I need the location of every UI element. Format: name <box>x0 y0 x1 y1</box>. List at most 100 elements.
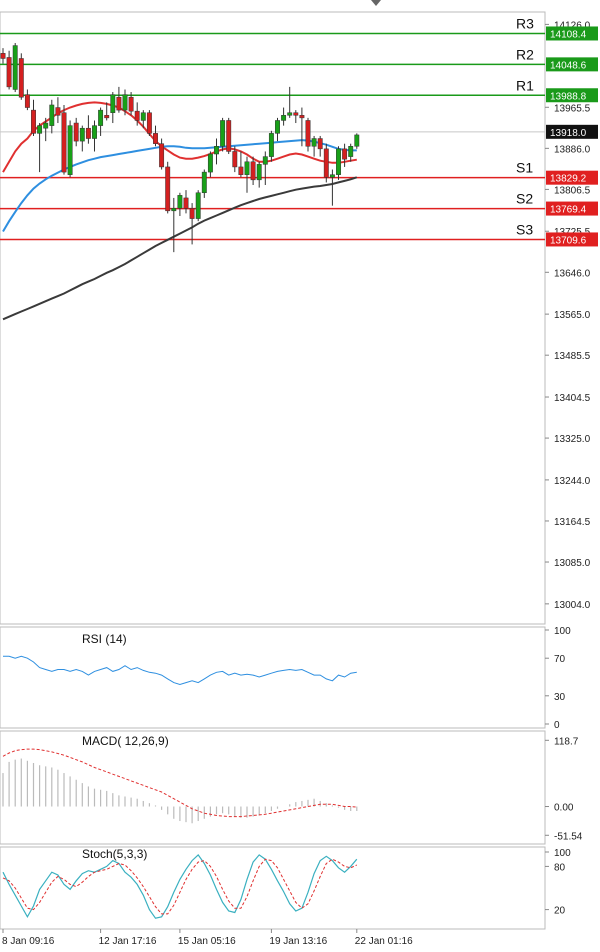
candle-body <box>37 125 43 134</box>
level-box-s1 <box>546 170 598 185</box>
level-name-s1: S1 <box>516 160 533 176</box>
candle-body <box>98 109 104 126</box>
candle-body <box>146 112 152 134</box>
candle-body <box>299 115 305 119</box>
candle-body <box>104 115 110 119</box>
candle-body <box>329 174 335 178</box>
time-tick-label: 8 Jan 09:16 <box>2 936 55 947</box>
price-tick-label: 13004.0 <box>554 600 591 611</box>
price-tick-label: 13965.5 <box>554 103 591 114</box>
price-tick-label: 13244.0 <box>554 476 591 487</box>
candle-body <box>0 53 6 59</box>
level-name-r1: R1 <box>516 77 534 93</box>
rsi-panel: RSI (14) 100 70 30 0 <box>0 626 571 731</box>
candle-body <box>140 112 146 121</box>
candle-body <box>49 104 55 126</box>
candle-body <box>122 94 128 111</box>
candle-body <box>342 148 348 160</box>
level-value-r2: 14048.6 <box>550 60 587 71</box>
macd-signal-line <box>2 748 357 818</box>
price-tick-label: 13806.5 <box>554 185 591 196</box>
candle-body <box>31 109 36 134</box>
candle-body <box>317 138 323 150</box>
candle-body <box>268 133 274 157</box>
stoch-tick-label: 100 <box>554 848 571 859</box>
series-ma-red <box>2 101 357 173</box>
rsi-line <box>3 655 357 686</box>
level-name-r3: R3 <box>516 15 534 31</box>
macd-tick-label: 0.00 <box>554 803 574 814</box>
price-tick-label: 13485.5 <box>554 351 591 362</box>
candle-body <box>171 208 177 212</box>
level-price-boxes: 13918.0 14108.4 14048.6 13988.8 13829.2 13769… <box>546 26 598 247</box>
candle-body <box>226 120 232 152</box>
candle-body <box>256 164 262 181</box>
time-tick-label: 22 Jan 01:16 <box>355 936 413 947</box>
candle-body <box>250 161 256 181</box>
price-tick-label: 13404.5 <box>554 393 591 404</box>
rsi-tick-label: 100 <box>554 626 571 637</box>
level-box-r2 <box>546 57 598 72</box>
candle-body <box>275 120 280 134</box>
candle-body <box>238 166 244 175</box>
level-value-r1: 13988.8 <box>550 91 587 102</box>
candle-body <box>220 120 226 147</box>
price-tick-label: 13164.5 <box>554 517 591 528</box>
main-panel: R3 R2 R1 S1 S2 S3 14126.0 13965.5 13886.0 13806.… <box>0 0 598 625</box>
candlesticks <box>0 42 360 253</box>
candle-body <box>165 166 171 212</box>
candle-body <box>232 151 238 168</box>
macd-tick-label: 118.7 <box>554 736 579 747</box>
macd-histogram <box>2 758 358 824</box>
candle-body <box>159 143 165 168</box>
stoch-tick-label: 20 <box>554 906 566 917</box>
rsi-tick-label: 30 <box>554 692 566 703</box>
candle-body <box>214 146 219 155</box>
candle-body <box>201 171 207 194</box>
time-tick-label: 15 Jan 05:16 <box>178 936 236 947</box>
scroll-marker-icon[interactable] <box>371 0 381 6</box>
candle-body <box>183 197 189 209</box>
candle-body <box>43 122 49 129</box>
macd-panel-frame <box>0 730 546 845</box>
candle-body <box>293 112 299 116</box>
macd-panel: MACD( 12,26,9) 118.7 0.00 -51.54 <box>0 730 583 845</box>
candle-body <box>281 115 287 121</box>
candle-body <box>85 127 91 139</box>
candle-body <box>153 133 158 144</box>
candle-body <box>134 110 140 121</box>
time-tick-label: 19 Jan 13:16 <box>269 936 327 947</box>
candle-body <box>262 156 268 165</box>
candle-body <box>348 146 354 157</box>
candle-body <box>128 96 134 112</box>
candle-body <box>305 120 311 147</box>
macd-tick-label: -51.54 <box>554 831 583 842</box>
level-value-s3: 13709.6 <box>550 235 587 246</box>
candle-body <box>18 58 24 98</box>
price-tick-label: 14126.0 <box>554 20 591 31</box>
current-price-box <box>546 124 598 139</box>
level-box-r1 <box>546 88 598 103</box>
candle-body <box>195 192 201 219</box>
rsi-panel-frame <box>0 626 546 729</box>
stoch-panel-frame <box>0 846 546 930</box>
candle-body <box>287 112 293 116</box>
candle-body <box>311 138 317 147</box>
pivot-levels: R3 R2 R1 S1 S2 S3 <box>0 15 545 241</box>
level-value-s2: 13769.4 <box>550 205 587 216</box>
candle-body <box>79 127 85 142</box>
time-axis: 8 Jan 09:16 12 Jan 17:16 15 Jan 05:16 19 Ja… <box>2 929 413 947</box>
candle-body <box>110 94 116 113</box>
series-ma-gray <box>2 176 358 321</box>
level-box-s2 <box>546 201 598 216</box>
price-tick-label: 13085.0 <box>554 558 591 569</box>
candle-body <box>244 161 250 175</box>
price-axis: 14126.013965.513886.013806.513725.513646… <box>545 20 591 611</box>
stoch-k-line <box>2 853 358 919</box>
current-price-label: 13918.0 <box>550 128 587 139</box>
rsi-tick-label: 70 <box>554 654 566 665</box>
candle-body <box>6 57 12 88</box>
stoch-tick-label: 80 <box>554 862 566 873</box>
candle-body <box>73 122 79 142</box>
